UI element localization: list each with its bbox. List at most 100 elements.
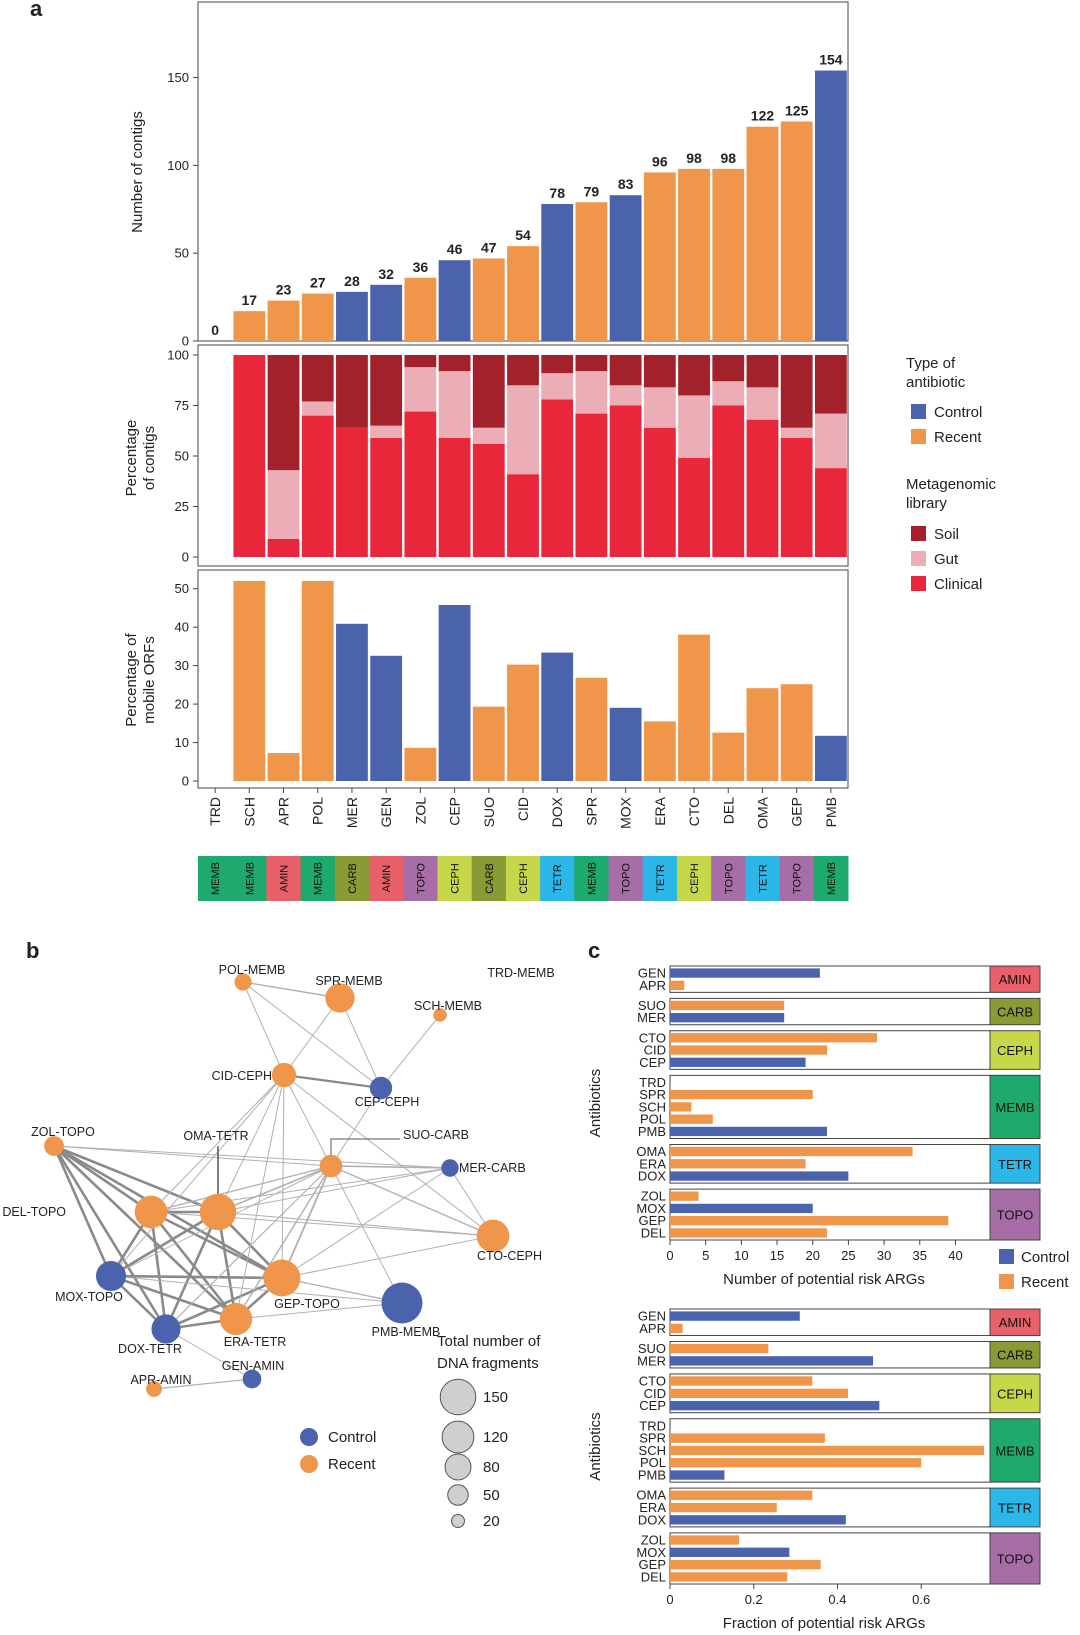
c-bot-strip-label-AMIN: AMIN <box>999 1315 1032 1330</box>
a-mid-bar-MOX-soil <box>609 355 642 386</box>
edge-SPR-MEMB-CID-CEPH <box>283 997 341 1076</box>
a-top-value-MOX: 83 <box>618 176 634 192</box>
a-mid-bar-PMB-clinical <box>814 468 847 557</box>
legend-clinical-swatch <box>911 576 926 591</box>
c-top-bar-CEP <box>670 1057 806 1067</box>
edge-SUO-CARB-PMB-MEMB <box>330 1165 403 1304</box>
edge-DEL-TOPO-DOX-TETR <box>149 1211 168 1330</box>
edge-ZOL-TOPO-SUO-CARB <box>53 1145 332 1167</box>
a-mid-bar-GEN-clinical <box>370 437 403 557</box>
c-top-bar-MOX <box>670 1203 813 1214</box>
a-mid-bar-DOX-soil <box>541 355 574 374</box>
edge-SPR-MEMB-CEP-CEPH <box>339 997 382 1089</box>
c-top-row-label-SUO: SUO <box>638 998 666 1013</box>
edge-ZOL-TOPO-MER-CARB <box>53 1145 451 1169</box>
node-label-MOX-TOPO: MOX-TOPO <box>55 1290 123 1304</box>
edge-SUO-CARB-ERA-TETR <box>235 1165 332 1320</box>
a-top-value-POL: 27 <box>310 275 326 291</box>
edge-CID-CEPH-SUO-CARB <box>283 1074 332 1167</box>
legend-b-recent-label: Recent <box>328 1456 376 1473</box>
c-top-row-label-DEL: DEL <box>641 1225 666 1240</box>
edge-CTO-CEPH-GEP-TOPO <box>281 1235 494 1279</box>
class-cell-OMA <box>745 856 781 901</box>
c-top-strip-AMIN <box>989 965 1041 993</box>
a-mid-ylabel-2: of contigs <box>141 426 158 490</box>
a-mid-bar-ZOL-soil <box>404 355 437 368</box>
class-cell-ZOL <box>403 856 438 901</box>
c-bot-row-label-CTO: CTO <box>639 1374 666 1389</box>
size-legend-circle-80 <box>444 1453 472 1481</box>
legend-b-control-label: Control <box>328 1429 376 1446</box>
a-top-value-DOX: 78 <box>549 185 565 201</box>
node-SPR-MEMB <box>325 983 355 1013</box>
c-bot-bar-SUO <box>670 1343 769 1354</box>
c-top-bar-ZOL <box>670 1191 699 1201</box>
legend-a: Type of antibiotic Control Recent Metage… <box>906 355 997 593</box>
class-cell-label-MOX: TOPO <box>621 863 633 894</box>
node-label-SUO-CARB: SUO-CARB <box>403 1128 469 1142</box>
c-bot-row-label-DOX: DOX <box>638 1512 667 1527</box>
c-top-bar-GEP <box>670 1216 949 1226</box>
class-cell-label-CEP: CEPH <box>450 863 462 894</box>
a-mid-ylabel-1: Percentage <box>123 420 140 497</box>
c-top-strip-label-MEMB: MEMB <box>996 1100 1035 1115</box>
a-bot-bar-CEP <box>438 605 471 781</box>
a-top-bar-DEL <box>712 168 745 341</box>
class-cell-TRD <box>198 856 233 901</box>
c-top-row-label-ZOL: ZOL <box>641 1189 666 1204</box>
edge-POL-MEMB-CEP-CEPH <box>242 981 382 1089</box>
node-label-SPR-MEMB: SPR-MEMB <box>315 974 382 988</box>
c-top-bar-SCH <box>670 1102 692 1112</box>
class-cell-CEP <box>437 856 473 901</box>
c-top-row-label-CID: CID <box>644 1043 666 1058</box>
c-top-bar-DOX <box>670 1171 849 1181</box>
a-mid-bar-PMB-soil <box>814 355 847 414</box>
edge-ZOL-TOPO-OMA-TETR <box>53 1144 219 1214</box>
legend-clinical-label: Clinical <box>934 576 982 593</box>
edge-DEL-TOPO-ERA-TETR <box>149 1211 238 1320</box>
chart-a-mid: 0 25 50 75 100 <box>167 344 849 567</box>
a-top-value-GEP: 125 <box>785 102 809 118</box>
a-xlabel-SUO: SUO <box>481 797 497 827</box>
edge-OMA-TETR-MOX-TOPO <box>110 1210 219 1278</box>
c-top-bar-SUO <box>670 1000 785 1011</box>
a-xlabel-MOX: MOX <box>618 796 634 829</box>
class-cell-SUO <box>471 856 507 901</box>
node-label-TRD-MEMB: TRD-MEMB <box>487 966 554 980</box>
node-label-CTO-CEPH: CTO-CEPH <box>477 1249 542 1263</box>
c-bot-bar-POL <box>670 1458 922 1468</box>
class-cell-DEL <box>711 856 746 901</box>
edge-MER-CARB-DEL-TOPO <box>150 1167 451 1213</box>
c-bot-strip-label-CEPH: CEPH <box>997 1386 1033 1401</box>
size-legend-label-50: 50 <box>483 1487 500 1504</box>
c-bot-row-label-APR: APR <box>639 1321 666 1336</box>
c-top-xtick-label-2: 10 <box>734 1248 748 1263</box>
size-legend: 150 120 80 50 20 <box>439 1378 508 1530</box>
a-mid-bar-APR-soil <box>267 355 300 471</box>
edge-MOX-TOPO-PMB-MEMB <box>110 1275 403 1304</box>
c-bot-xtick-label-3: 0.6 <box>912 1592 930 1607</box>
c-top-row-label-PMB: PMB <box>638 1124 666 1139</box>
panel-letter-b: b <box>26 938 39 963</box>
a-top-value-SUO: 47 <box>481 239 497 255</box>
size-legend-label-150: 150 <box>483 1389 508 1406</box>
node-DEL-TOPO <box>134 1195 168 1229</box>
node-label-PMB-MEMB: PMB-MEMB <box>372 1325 441 1339</box>
edge-CID-CEPH-OMA-TETR <box>217 1074 285 1213</box>
a-bot-ylabel-2: mobile ORFs <box>141 636 158 724</box>
class-cell-label-SCH: MEMB <box>244 862 256 895</box>
a-mid-bar-CTO-soil <box>678 355 710 396</box>
c-bot-strip-CARB <box>989 1340 1041 1369</box>
a-mid-ytick-label-3: 75 <box>175 398 189 413</box>
c-bot-xlabel: Fraction of potential risk ARGs <box>723 1615 926 1632</box>
node-SCH-MEMB <box>433 1008 447 1022</box>
class-cell-label-DOX: TETR <box>552 864 564 893</box>
a-bot-bar-SPR <box>575 677 608 781</box>
c-bot-row-label-SPR: SPR <box>639 1431 666 1446</box>
a-mid-bar-SPR-gut <box>575 371 608 414</box>
a-top-ylabel: Number of contigs <box>129 111 146 233</box>
node-ZOL-TOPO <box>44 1136 64 1156</box>
edge-ERA-TETR-PMB-MEMB <box>235 1302 403 1320</box>
chart-a-bottom: 0 10 20 30 40 50 <box>175 569 849 789</box>
edge-OMA-TETR-DOX-TETR <box>164 1211 220 1330</box>
